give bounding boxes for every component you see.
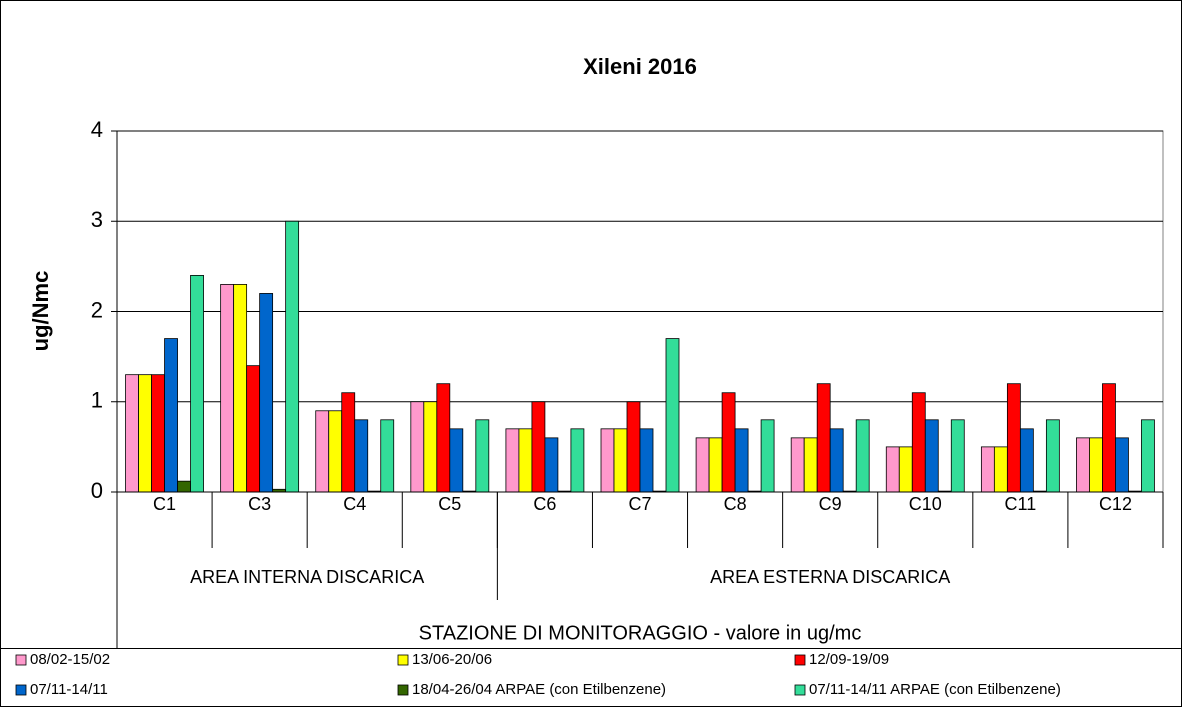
x-tick-label: C11 — [1005, 494, 1037, 514]
bar — [151, 374, 165, 493]
bar — [950, 419, 965, 493]
bar — [354, 419, 369, 493]
bar — [1141, 419, 1155, 493]
legend-label: 08/02-15/02 — [30, 651, 110, 668]
legend-label: 12/09-19/09 — [809, 651, 889, 668]
bar — [423, 401, 438, 493]
bar — [285, 220, 300, 493]
bar — [613, 428, 628, 493]
bar — [505, 428, 520, 493]
bar — [341, 392, 356, 493]
bar — [475, 419, 490, 493]
bar — [600, 428, 615, 493]
bar — [570, 428, 585, 493]
bar — [1102, 383, 1116, 493]
bar — [993, 446, 1008, 493]
bar — [626, 401, 641, 493]
bar — [1089, 437, 1103, 493]
legend-swatch — [397, 654, 409, 666]
bar — [220, 284, 235, 493]
bar — [665, 338, 680, 493]
legend-swatch — [15, 654, 27, 666]
bar — [380, 419, 395, 493]
x-tick-label: C5 — [438, 494, 461, 514]
bar — [531, 401, 546, 493]
bar — [790, 437, 805, 493]
bar — [410, 401, 425, 493]
group-label: AREA ESTERNA DISCARICA — [710, 567, 950, 587]
legend-swatch — [397, 684, 409, 696]
bar — [1019, 428, 1034, 493]
y-tick-label: 3 — [91, 207, 103, 232]
x-tick-label: C8 — [724, 494, 747, 514]
y-tick-label: 4 — [91, 117, 103, 142]
x-tick-label: C7 — [628, 494, 651, 514]
group-label: AREA INTERNA DISCARICA — [190, 567, 424, 587]
bar — [855, 419, 870, 493]
bar — [177, 480, 191, 493]
bar — [233, 284, 248, 493]
bar — [911, 392, 926, 493]
x-tick-label: C1 — [153, 494, 176, 514]
bar — [980, 446, 995, 493]
x-tick-label: C9 — [819, 494, 842, 514]
bar — [190, 274, 204, 493]
bar — [924, 419, 939, 493]
bar — [734, 428, 749, 493]
x-axis-label: STAZIONE DI MONITORAGGIO - valore in ug/… — [419, 622, 862, 644]
bar — [639, 428, 654, 493]
bar — [544, 437, 559, 493]
bar — [328, 410, 343, 493]
bar — [436, 383, 451, 493]
bar — [816, 383, 831, 493]
bar — [1115, 437, 1129, 493]
y-tick-label: 0 — [91, 478, 103, 503]
bar — [1045, 419, 1060, 493]
bar — [449, 428, 464, 493]
y-tick-label: 1 — [91, 388, 103, 413]
bar — [898, 446, 913, 493]
legend-swatch — [794, 684, 806, 696]
bar — [164, 338, 178, 493]
x-tick-label: C3 — [248, 494, 271, 514]
bar — [246, 365, 261, 493]
legend-label: 13/06-20/06 — [412, 651, 492, 668]
x-tick-label: C12 — [1099, 494, 1132, 514]
bar — [885, 446, 900, 493]
bar — [721, 392, 736, 493]
bar — [125, 374, 139, 493]
bar — [1006, 383, 1021, 493]
x-tick-label: C10 — [909, 494, 942, 514]
bar — [259, 293, 274, 493]
bar — [315, 410, 330, 493]
y-tick-label: 2 — [91, 297, 103, 322]
bar — [760, 419, 775, 493]
legend-label: 18/04-26/04 ARPAE (con Etilbenzene) — [412, 681, 666, 698]
bar — [695, 437, 710, 493]
bar — [829, 428, 844, 493]
legend-swatch — [15, 684, 27, 696]
legend-label: 07/11-14/11 — [30, 681, 108, 698]
bar — [138, 374, 152, 493]
legend-label: 07/11-14/11 ARPAE (con Etilbenzene) — [809, 681, 1061, 698]
bar — [518, 428, 533, 493]
legend-swatch — [794, 654, 806, 666]
bar — [708, 437, 723, 493]
x-tick-label: C6 — [533, 494, 556, 514]
x-tick-label: C4 — [343, 494, 366, 514]
bar — [1076, 437, 1090, 493]
y-axis-label: ug/Nmc — [28, 271, 53, 352]
bar — [803, 437, 818, 493]
chart-title: Xileni 2016 — [583, 54, 697, 79]
